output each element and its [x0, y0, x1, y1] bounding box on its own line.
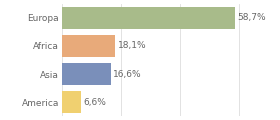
- Text: 16,6%: 16,6%: [113, 70, 142, 79]
- Bar: [62, 91, 81, 113]
- Text: 58,7%: 58,7%: [237, 13, 266, 22]
- Text: 18,1%: 18,1%: [118, 41, 146, 50]
- Bar: [62, 35, 115, 57]
- Text: 6,6%: 6,6%: [83, 98, 106, 107]
- Bar: [62, 63, 111, 85]
- Bar: [62, 7, 235, 29]
